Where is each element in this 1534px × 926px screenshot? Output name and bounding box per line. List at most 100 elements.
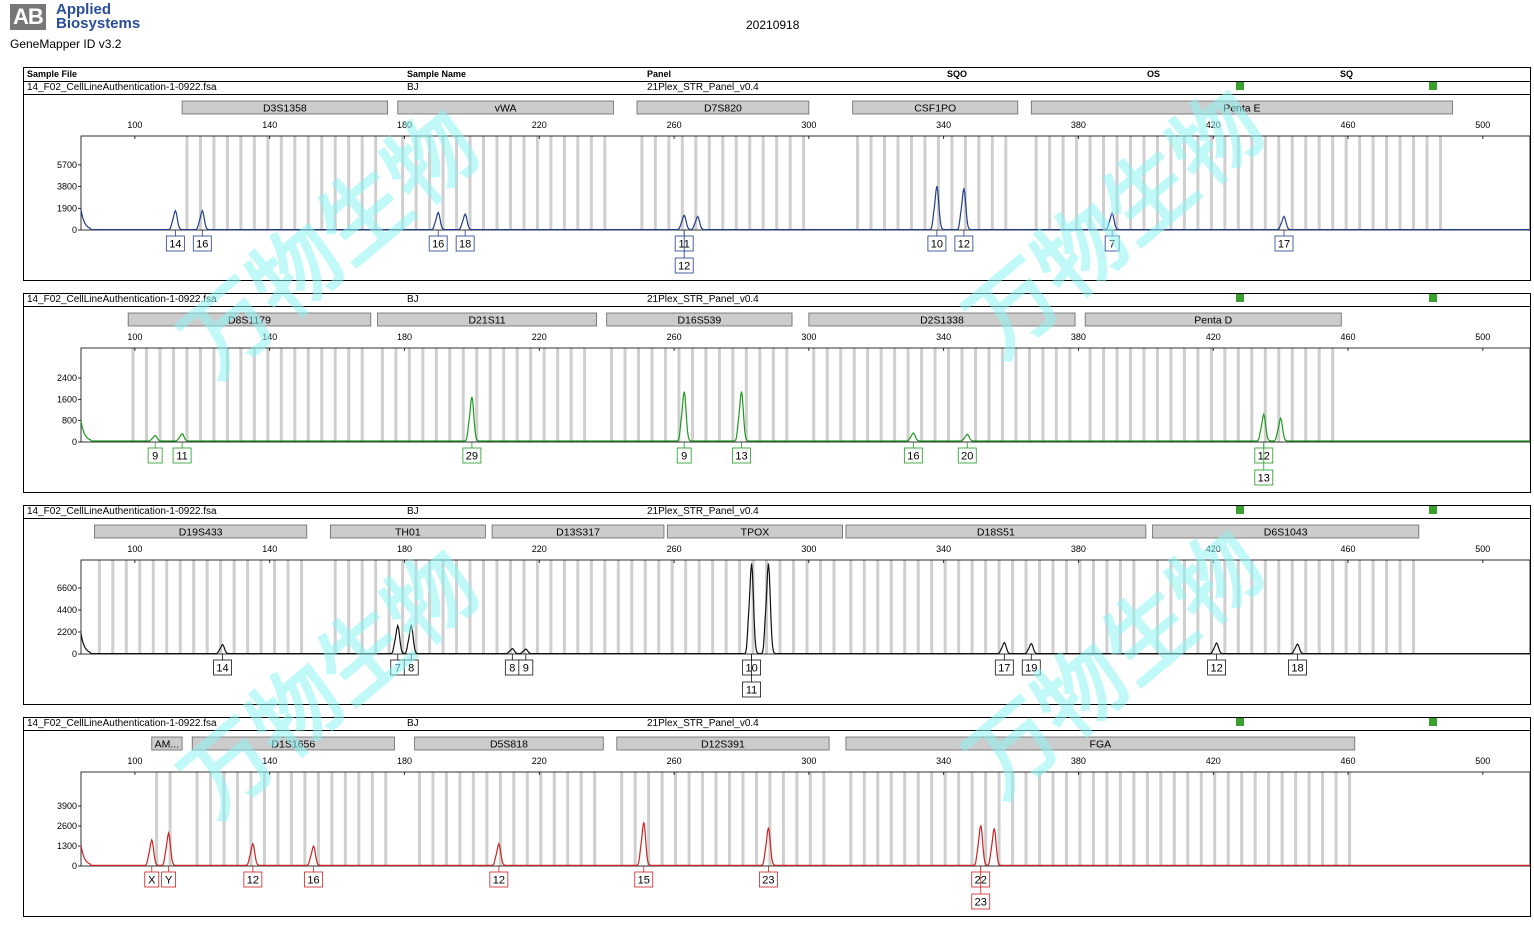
allele-bin [1024, 560, 1028, 654]
allele-bin [889, 560, 893, 654]
allele-bin [889, 772, 893, 866]
allele-bin [903, 560, 907, 654]
allele-bin [495, 560, 499, 654]
allele-bin [552, 772, 556, 866]
allele-bin [1412, 136, 1416, 230]
allele-label-box [1274, 235, 1294, 252]
locus-bar: D16S539 [606, 312, 793, 327]
allele-bin [610, 348, 614, 442]
allele-bin [1051, 772, 1055, 866]
x-tick-label: 300 [801, 756, 816, 766]
allele-bin [717, 348, 721, 442]
allele-label-box [759, 871, 778, 888]
allele-bin [485, 772, 489, 866]
x-tick-label: 340 [936, 756, 951, 766]
allele-bin [1209, 136, 1213, 230]
trace-line [80, 822, 1530, 866]
allele-bin [1317, 348, 1321, 442]
allele-bin [930, 772, 934, 866]
x-tick-label: 380 [1071, 544, 1086, 554]
allele-bin [562, 560, 566, 654]
allele-bin [876, 772, 880, 866]
allele-bin [916, 560, 920, 654]
allele-bin [620, 772, 624, 866]
allele-bin [498, 772, 502, 866]
allele-bin [1024, 772, 1028, 866]
allele-bin [1304, 348, 1308, 442]
x-tick-label: 140 [262, 544, 277, 554]
allele-bin [303, 772, 307, 866]
allele-bin [893, 348, 897, 442]
allele-bin [1132, 560, 1136, 654]
allele-bin [616, 560, 620, 654]
allele-bin [1385, 560, 1389, 654]
allele-bin [468, 560, 472, 654]
x-tick-label: 100 [127, 332, 142, 342]
allele-label-box [165, 235, 185, 252]
x-tick-label: 500 [1475, 544, 1490, 554]
allele-label-box [971, 893, 991, 910]
allele-bin [266, 348, 270, 442]
allele-bin [1196, 560, 1200, 654]
allele-bin [1038, 772, 1042, 866]
allele-bin [943, 560, 947, 654]
allele-bin [434, 348, 438, 442]
y-tick-label: 3900 [57, 801, 77, 811]
allele-bin [225, 136, 229, 230]
allele-bin [192, 560, 196, 654]
locus-bar: D21S11 [377, 312, 597, 327]
allele-bin [1267, 772, 1271, 866]
locus-bar: D8S1179 [127, 312, 372, 327]
allele-bin [879, 348, 883, 442]
allele-bin [862, 560, 866, 654]
allele-label-box [147, 447, 163, 464]
allele-bin [1226, 772, 1230, 866]
allele-label-box [462, 447, 482, 464]
allele-bin [707, 136, 711, 230]
allele-bin [232, 560, 236, 654]
locus-name: D5S818 [490, 739, 528, 751]
allele-bin [933, 348, 937, 442]
allele-bin [279, 348, 283, 442]
allele-bin [647, 772, 651, 866]
allele-bin [680, 136, 684, 230]
sample-info-row: 14_F02_CellLineAuthentication-1-0922.fsa… [24, 82, 1530, 95]
allele-label-box [742, 681, 761, 698]
allele-bin [984, 772, 988, 866]
allele-bin [734, 136, 738, 230]
allele-bin [721, 136, 725, 230]
allele-label-box [1021, 659, 1041, 676]
allele-bin [984, 560, 988, 654]
allele-bin [347, 348, 351, 442]
x-tick-label: 500 [1475, 756, 1490, 766]
allele-bin [131, 348, 135, 442]
allele-bin [1182, 136, 1186, 230]
allele-bin [1091, 560, 1095, 654]
allele-bin [825, 348, 829, 442]
allele-bin [916, 772, 920, 866]
allele-bin [623, 348, 627, 442]
allele-bin [330, 772, 334, 866]
y-tick-label: 800 [62, 416, 77, 426]
allele-label: 17 [1278, 239, 1290, 251]
allele-bin [458, 772, 462, 866]
col-sample-name: Sample Name [407, 69, 467, 79]
allele-label-box [172, 447, 192, 464]
y-tick-label: 0 [72, 649, 77, 659]
allele-bin [714, 772, 718, 866]
allele-bin [663, 348, 667, 442]
allele-bin [744, 348, 748, 442]
allele-bin [428, 560, 432, 654]
allele-bin [522, 560, 526, 654]
y-tick-label: 0 [72, 437, 77, 447]
allele-bin [751, 560, 755, 654]
x-tick-label: 340 [936, 332, 951, 342]
allele-bin [1331, 560, 1335, 654]
allele-label: 18 [1291, 663, 1303, 675]
allele-bin [1331, 348, 1335, 442]
allele-bin [151, 560, 155, 654]
x-tick-label: 460 [1341, 756, 1356, 766]
allele-bin [906, 348, 910, 442]
y-tick-label: 6600 [57, 583, 77, 593]
allele-bin [562, 136, 566, 230]
